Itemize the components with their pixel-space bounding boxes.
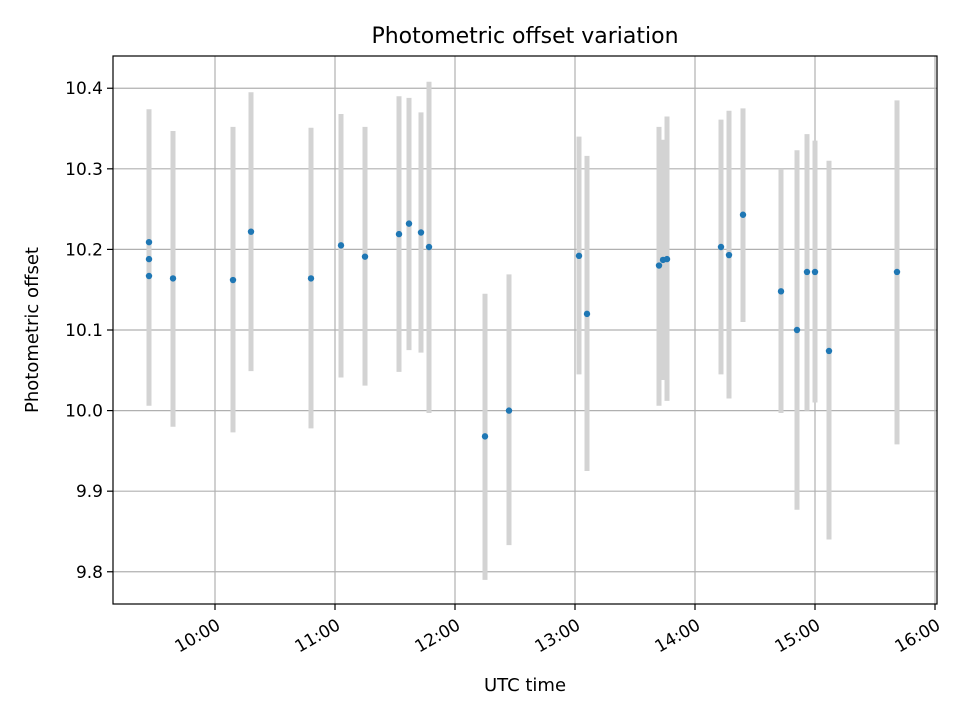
chart-title: Photometric offset variation <box>371 24 678 49</box>
data-points <box>145 211 901 440</box>
data-point <box>793 326 801 334</box>
data-point <box>803 268 811 276</box>
y-tick-label: 10.2 <box>65 240 103 260</box>
data-point <box>417 229 425 236</box>
data-point <box>505 407 513 414</box>
y-tick-label: 9.9 <box>76 482 103 502</box>
data-point <box>307 275 315 282</box>
data-point <box>893 268 901 276</box>
data-point <box>229 276 237 284</box>
data-point <box>575 252 583 260</box>
data-point <box>145 255 153 263</box>
data-point <box>145 272 153 280</box>
data-point <box>811 268 819 276</box>
data-point <box>655 262 663 269</box>
data-point <box>361 253 369 260</box>
data-point <box>145 238 153 246</box>
data-point <box>169 275 177 282</box>
data-point <box>717 243 725 251</box>
data-point <box>725 251 733 259</box>
data-point <box>247 228 255 235</box>
y-tick-label: 10.1 <box>65 321 103 341</box>
data-point <box>395 230 403 238</box>
y-tick-label: 10.0 <box>65 402 103 422</box>
data-point <box>583 310 591 318</box>
y-tick-label: 10.4 <box>65 79 103 99</box>
data-point <box>777 288 785 295</box>
y-axis-ticks: 9.8 9.9 10.0 10.1 10.2 10.3 10.4 <box>65 79 113 583</box>
y-tick-label: 10.3 <box>65 160 103 180</box>
data-point <box>663 255 671 263</box>
data-point <box>337 242 345 249</box>
data-point <box>825 347 833 355</box>
x-axis-label: UTC time <box>484 675 566 696</box>
data-point <box>739 211 747 218</box>
data-point <box>405 220 413 227</box>
y-tick-label: 9.8 <box>76 563 103 583</box>
data-point <box>481 433 489 440</box>
data-point <box>425 243 433 251</box>
y-axis-label: Photometric offset <box>22 247 43 413</box>
